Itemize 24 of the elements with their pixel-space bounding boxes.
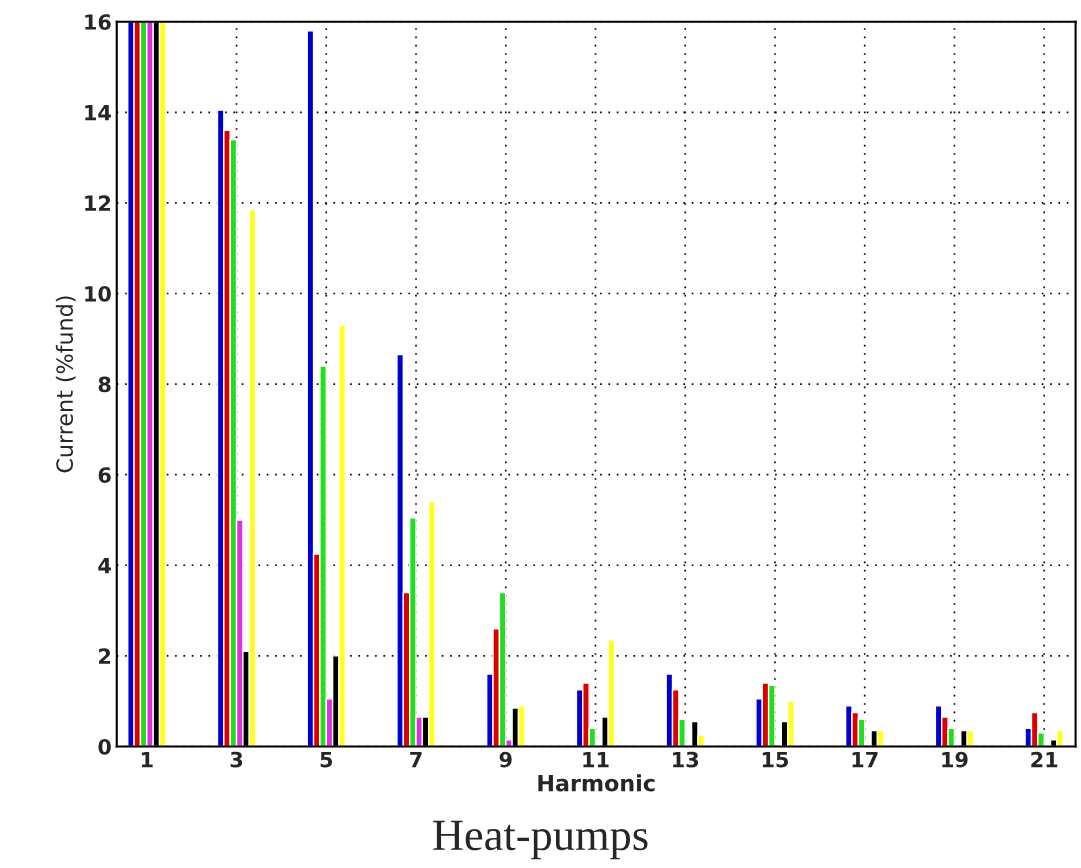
x-tick-label: 7 xyxy=(410,751,422,768)
x-tick-label: 19 xyxy=(942,751,968,768)
x-tick-label: 5 xyxy=(320,751,333,768)
x-tick-label: 11 xyxy=(583,751,609,768)
x-tick-label: 9 xyxy=(499,751,512,768)
y-tick-label: 14 xyxy=(85,105,111,121)
y-tick-label: 12 xyxy=(85,195,111,211)
y-tick-label: 6 xyxy=(98,467,111,483)
y-tick-label: 8 xyxy=(98,376,111,393)
x-tick-label: 3 xyxy=(230,751,243,768)
bar xyxy=(396,353,405,747)
y-tick-label: 16 xyxy=(85,14,111,30)
y-tick-label: 10 xyxy=(85,285,111,302)
x-axis-title: Harmonic xyxy=(538,774,655,792)
y-tick-label: 4 xyxy=(98,558,111,574)
y-tick-label: 0 xyxy=(98,738,111,755)
y-axis-title: Current (%fund) xyxy=(55,296,76,473)
x-tick-label: 13 xyxy=(673,751,699,768)
x-tick-label: 21 xyxy=(1031,751,1058,768)
x-tick-label: 17 xyxy=(852,751,878,768)
x-tick-label: 1 xyxy=(141,751,153,768)
x-tick-label: 15 xyxy=(762,751,789,768)
text: Heat-pumps xyxy=(433,820,648,860)
y-tick-label: 2 xyxy=(99,648,111,664)
